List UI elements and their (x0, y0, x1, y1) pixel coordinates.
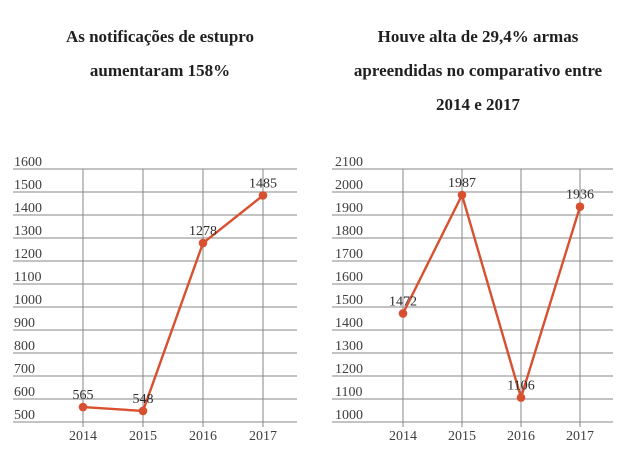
chart-title-line: 2014 e 2017 (435, 95, 521, 114)
y-axis-tick-label: 1100 (14, 270, 41, 285)
chart-estupro: As notificações de estupro aumentaram 15… (13, 27, 297, 444)
chart-title-line: aumentaram 158% (89, 61, 231, 80)
data-point-label: 1987 (448, 176, 476, 191)
data-point-label: 565 (73, 388, 94, 403)
y-axis-tick-label: 2000 (335, 178, 363, 193)
chart-armas: Houve alta de 29,4% armas apreendidas no… (311, 0, 622, 473)
chart-title-line: apreendidas no comparativo entre (353, 61, 603, 80)
chart-title-line: As notificações de estupro (65, 27, 255, 46)
data-point (575, 202, 585, 212)
series-line (401, 191, 582, 402)
y-axis-tick-label: 1400 (335, 316, 363, 331)
x-axis-tick-label: 2015 (129, 429, 157, 444)
x-axis-tick-label: 2016 (507, 429, 535, 444)
x-axis-tick-label: 2014 (389, 429, 417, 444)
y-axis-tick-label: 1300 (14, 224, 42, 239)
line-chart-armas: 1000 1100 1200 1300 1400 1500 1600 1700 1800 1900… (332, 155, 613, 444)
y-axis-tick-label: 1000 (335, 408, 363, 423)
y-axis-tick-label: 700 (14, 362, 35, 377)
data-point (258, 191, 268, 200)
x-axis-tick-label: 2017 (566, 429, 594, 444)
x-axis-tick-label: 2016 (189, 429, 217, 444)
y-axis-tick-label: 1400 (14, 201, 42, 216)
y-axis-tick-label: 1500 (335, 293, 363, 308)
data-point (457, 190, 467, 200)
data-point-label: 1278 (189, 224, 217, 239)
y-axis-tick-label: 900 (14, 316, 35, 331)
x-axis-tick-label: 2014 (69, 429, 97, 444)
y-axis-tick-label: 1200 (14, 247, 42, 262)
y-axis-tick-label: 1700 (335, 247, 363, 262)
data-point (78, 402, 88, 412)
x-axis-tick-label: 2015 (448, 429, 476, 444)
line-chart-estupro: 500 600 700 800 900 1000 1100 1200 1300 1400 1500 1… (13, 155, 297, 444)
data-point-label: 548 (133, 392, 154, 407)
data-point (198, 238, 208, 248)
chart-title-line: Houve alta de 29,4% armas (377, 27, 579, 46)
y-axis-tick-label: 800 (14, 339, 35, 354)
y-axis-tick-label: 1000 (14, 293, 42, 308)
chart-estupro-title: As notificações de estupro aumentaram 15… (4, 20, 316, 88)
data-point-label: 1472 (389, 294, 417, 309)
data-point-label: 1485 (249, 176, 277, 191)
y-axis-tick-label: 1200 (335, 362, 363, 377)
y-axis-tick-label: 1600 (14, 155, 42, 170)
data-point (398, 309, 408, 318)
y-axis-tick-label: 1500 (14, 178, 42, 193)
chart-armas-title: Houve alta de 29,4% armas apreendidas no… (328, 20, 622, 122)
data-point-label: 1936 (566, 188, 594, 203)
data-point (138, 406, 148, 416)
series-line (82, 194, 264, 413)
y-axis-tick-label: 500 (14, 408, 35, 423)
y-axis-tick-label: 1800 (335, 224, 363, 239)
y-axis-tick-label: 2100 (335, 155, 363, 170)
y-axis-tick-label: 600 (14, 385, 35, 400)
data-point (516, 393, 526, 402)
y-axis-tick-label: 1300 (335, 339, 363, 354)
x-axis-tick-label: 2017 (249, 429, 277, 444)
y-axis-tick-label: 1100 (335, 385, 362, 400)
y-axis-tick-label: 1900 (335, 201, 363, 216)
y-axis-tick-label: 1600 (335, 270, 363, 285)
data-point-label: 1106 (507, 379, 534, 394)
